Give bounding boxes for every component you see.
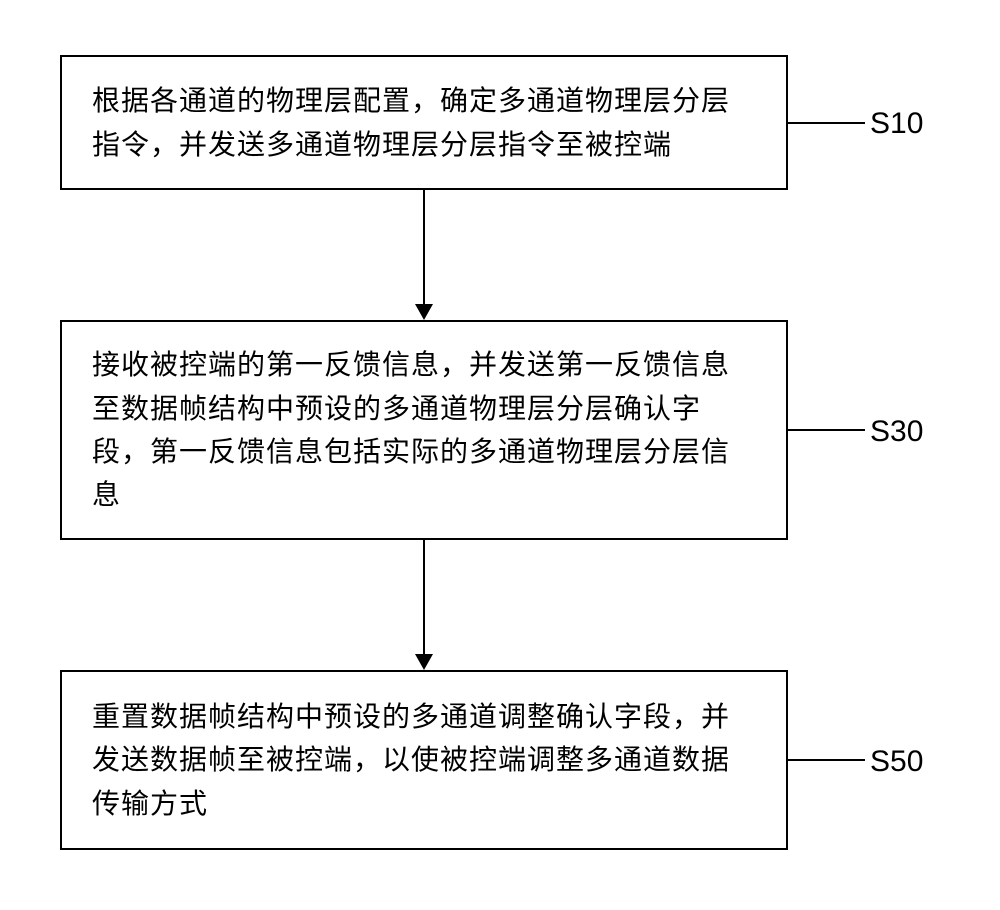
connector-line — [788, 122, 865, 124]
step-label-s50: S50 — [870, 745, 923, 779]
connector-line — [788, 429, 865, 431]
step-text: 接收被控端的第一反馈信息，并发送第一反馈信息至数据帧结构中预设的多通道物理层分层… — [92, 343, 756, 517]
step-label-s10: S10 — [870, 107, 923, 141]
step-label-s30: S30 — [870, 415, 923, 449]
arrow-line — [423, 540, 425, 654]
step-box-s30: 接收被控端的第一反馈信息，并发送第一反馈信息至数据帧结构中预设的多通道物理层分层… — [60, 320, 788, 540]
arrow-head-icon — [415, 304, 433, 320]
step-text: 根据各通道的物理层配置，确定多通道物理层分层指令，并发送多通道物理层分层指令至被… — [92, 79, 756, 166]
connector-line — [788, 759, 865, 761]
step-text: 重置数据帧结构中预设的多通道调整确认字段，并发送数据帧至被控端，以使被控端调整多… — [92, 695, 756, 825]
step-box-s50: 重置数据帧结构中预设的多通道调整确认字段，并发送数据帧至被控端，以使被控端调整多… — [60, 670, 788, 850]
arrow-line — [423, 190, 425, 304]
step-box-s10: 根据各通道的物理层配置，确定多通道物理层分层指令，并发送多通道物理层分层指令至被… — [60, 55, 788, 190]
arrow-head-icon — [415, 654, 433, 670]
